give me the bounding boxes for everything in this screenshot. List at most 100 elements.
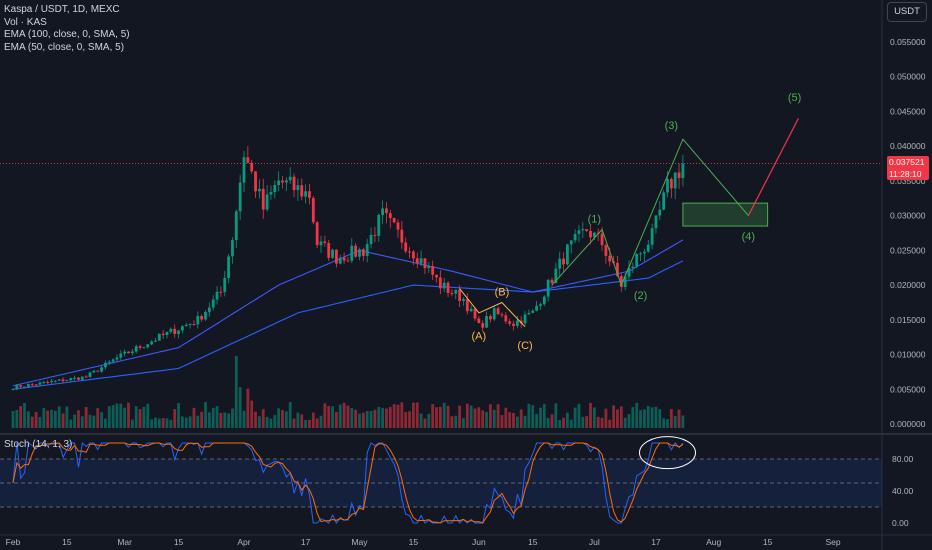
candle-body bbox=[277, 180, 281, 185]
candle bbox=[84, 375, 88, 378]
time-tick-8: Jun bbox=[472, 537, 486, 547]
candle-body bbox=[392, 217, 396, 223]
volume-bar bbox=[400, 402, 404, 428]
candle-body bbox=[23, 386, 26, 388]
volume-bar bbox=[681, 415, 685, 428]
candle bbox=[381, 200, 384, 225]
candle bbox=[323, 235, 327, 247]
candle-body bbox=[211, 299, 215, 308]
volume-label[interactable]: Vol · KAS bbox=[4, 16, 47, 28]
currency-button[interactable]: USDT bbox=[887, 2, 927, 22]
stoch-tick-1: 40.00 bbox=[892, 486, 914, 496]
candle-body bbox=[196, 315, 200, 325]
candle bbox=[246, 146, 250, 164]
candle bbox=[577, 225, 581, 242]
time-tick-13: 15 bbox=[763, 537, 773, 547]
volume-bar bbox=[292, 418, 296, 428]
volume-bar bbox=[169, 419, 173, 428]
volume-bar bbox=[296, 412, 300, 428]
candle-body bbox=[223, 278, 227, 292]
candle-body bbox=[635, 253, 639, 267]
volume-bar bbox=[415, 402, 419, 428]
candle bbox=[192, 320, 196, 326]
candle bbox=[581, 222, 585, 238]
time-tick-9: 15 bbox=[528, 537, 538, 547]
volume-bar bbox=[100, 412, 103, 428]
candle-body bbox=[273, 184, 277, 193]
volume-bar bbox=[573, 407, 577, 428]
volume-bar bbox=[304, 419, 307, 428]
candle-body bbox=[539, 304, 542, 306]
candle-body bbox=[412, 251, 415, 259]
candle-body bbox=[130, 351, 134, 354]
candle bbox=[161, 329, 165, 339]
candle-body bbox=[450, 292, 454, 294]
candle-body bbox=[373, 234, 377, 236]
candle bbox=[288, 167, 292, 184]
volume-bar bbox=[569, 419, 573, 428]
candle-body bbox=[111, 359, 115, 362]
candle-body bbox=[77, 377, 80, 380]
volume-bar bbox=[288, 402, 292, 428]
stoch-label[interactable]: Stoch (14, 1, 3) bbox=[4, 439, 73, 450]
volume-bar bbox=[377, 407, 381, 428]
candle-body bbox=[192, 324, 196, 326]
candle-body bbox=[265, 194, 269, 210]
volume-bar bbox=[450, 416, 454, 428]
candle bbox=[465, 293, 469, 315]
candle-body bbox=[181, 326, 184, 331]
candle-body bbox=[219, 291, 223, 293]
time-tick-5: 17 bbox=[301, 537, 311, 547]
ema50-label[interactable]: EMA (50, close, 0, SMA, 5) bbox=[4, 41, 125, 53]
candle bbox=[650, 223, 654, 250]
candle-body bbox=[119, 353, 123, 358]
candle-body bbox=[631, 266, 635, 268]
candle-body bbox=[619, 275, 623, 287]
candle bbox=[219, 286, 223, 297]
candle bbox=[134, 344, 138, 354]
candle bbox=[11, 388, 15, 391]
candle bbox=[473, 307, 477, 321]
candle-body bbox=[342, 257, 346, 261]
candle-body bbox=[415, 258, 419, 264]
candle bbox=[181, 325, 184, 334]
volume-bar bbox=[223, 412, 227, 428]
candle-body bbox=[666, 178, 669, 193]
candle bbox=[412, 249, 415, 266]
candle-body bbox=[335, 249, 338, 264]
candle bbox=[431, 260, 435, 280]
candle-body bbox=[646, 244, 650, 252]
volume-bar bbox=[154, 417, 157, 428]
volume-bar bbox=[177, 402, 180, 428]
volume-bar bbox=[462, 418, 465, 428]
candle-body bbox=[53, 380, 57, 382]
volume-bar bbox=[61, 413, 65, 428]
candle bbox=[400, 220, 404, 250]
symbol-title[interactable]: Kaspa / USDT, 1D, MEXC bbox=[4, 4, 120, 15]
volume-bar bbox=[207, 412, 211, 428]
candle-body bbox=[338, 257, 342, 264]
volume-bar bbox=[323, 403, 327, 428]
volume-bar bbox=[115, 403, 119, 428]
candle bbox=[15, 384, 19, 391]
candle-body bbox=[288, 176, 292, 181]
candle bbox=[677, 163, 681, 189]
volume-bar bbox=[19, 406, 23, 428]
candle-body bbox=[469, 308, 473, 312]
candle-body bbox=[19, 385, 23, 387]
volume-bar bbox=[338, 404, 342, 428]
ema100-label[interactable]: EMA (100, close, 0, SMA, 5) bbox=[4, 29, 130, 40]
candle-body bbox=[589, 230, 592, 238]
volume-bar bbox=[369, 411, 373, 428]
candle bbox=[331, 248, 334, 260]
last-price: 0.037521 bbox=[889, 157, 925, 167]
candle bbox=[585, 229, 589, 233]
volume-bar bbox=[519, 409, 523, 428]
candle bbox=[284, 177, 288, 192]
volume-bar bbox=[227, 413, 230, 428]
candle-body bbox=[27, 384, 30, 387]
candle-body bbox=[238, 182, 242, 212]
candle bbox=[377, 213, 381, 242]
candle-body bbox=[84, 376, 88, 378]
